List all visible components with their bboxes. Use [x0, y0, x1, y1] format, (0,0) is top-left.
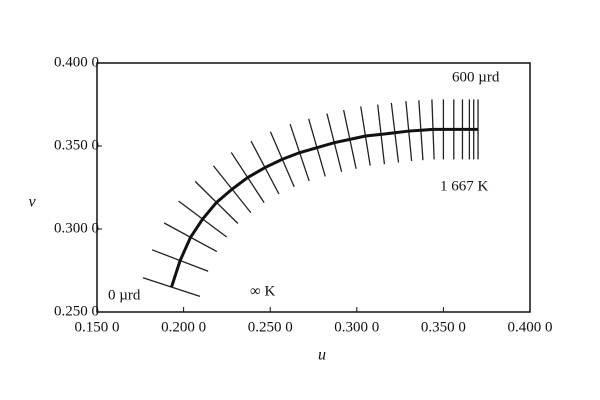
annotation: 600 µrd — [452, 69, 500, 85]
y-tick-label: 0.300 0 — [54, 220, 99, 236]
x-tick-label: 0.200 0 — [161, 319, 206, 335]
locus-line — [170, 127, 479, 288]
plot-frame — [96, 62, 531, 313]
x-axis-label: u — [318, 347, 326, 364]
y-tick-label: 0.400 0 — [54, 54, 99, 70]
x-tick-label: 0.250 0 — [248, 319, 293, 335]
x-tick-label: 0.400 0 — [508, 319, 553, 335]
annotation: 0 µrd — [108, 287, 141, 303]
y-axis-label: v — [28, 194, 36, 211]
x-tick-label: 0.150 0 — [75, 319, 120, 335]
annotation: 1 667 K — [440, 178, 489, 194]
x-tick-label: 0.300 0 — [334, 319, 379, 335]
y-tick-label: 0.250 0 — [54, 303, 99, 319]
y-tick-label: 0.350 0 — [54, 137, 99, 153]
annotation: ∞ K — [250, 283, 275, 299]
x-tick-label: 0.350 0 — [421, 319, 466, 335]
